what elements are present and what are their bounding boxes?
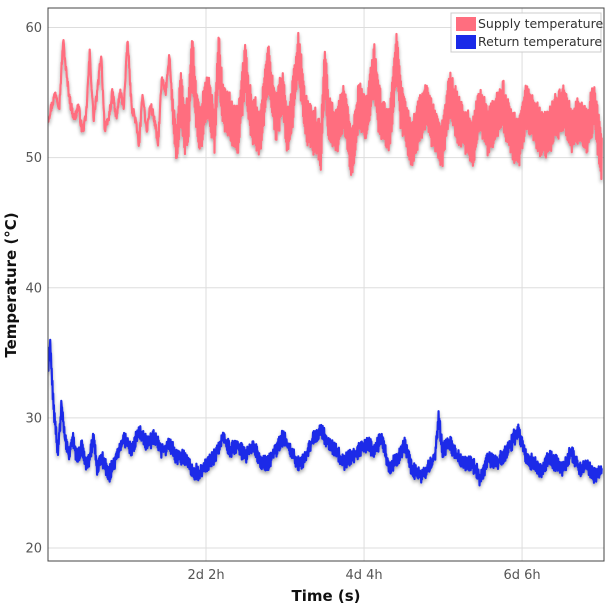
x-tick-label: 2d 2h (187, 568, 224, 583)
x-axis-title: Time (s) (291, 587, 360, 605)
y-tick-label: 50 (25, 151, 42, 166)
tick-labels: 20 30 40 50 60 2d 2h 4d 4h 6d 6h (25, 21, 540, 583)
legend-label-return: Return temperature (478, 34, 602, 49)
y-tick-label: 30 (25, 411, 42, 426)
legend: Supply temperature Return temperature (450, 12, 603, 53)
x-tick-label: 4d 4h (345, 568, 382, 583)
y-axis-title: Temperature (°C) (2, 212, 20, 357)
legend-swatch-supply (456, 17, 476, 31)
grid-lines (48, 8, 604, 561)
legend-swatch-return (456, 35, 476, 49)
series-layer (48, 31, 603, 487)
plot-frame (47, 7, 605, 562)
y-tick-label: 60 (25, 21, 42, 36)
y-tick-label: 20 (25, 541, 42, 556)
y-tick-label: 40 (25, 281, 42, 296)
series-line-return (48, 338, 603, 487)
series-line-supply (48, 31, 603, 181)
x-tick-label: 6d 6h (503, 568, 540, 583)
legend-label-supply: Supply temperature (478, 16, 603, 31)
